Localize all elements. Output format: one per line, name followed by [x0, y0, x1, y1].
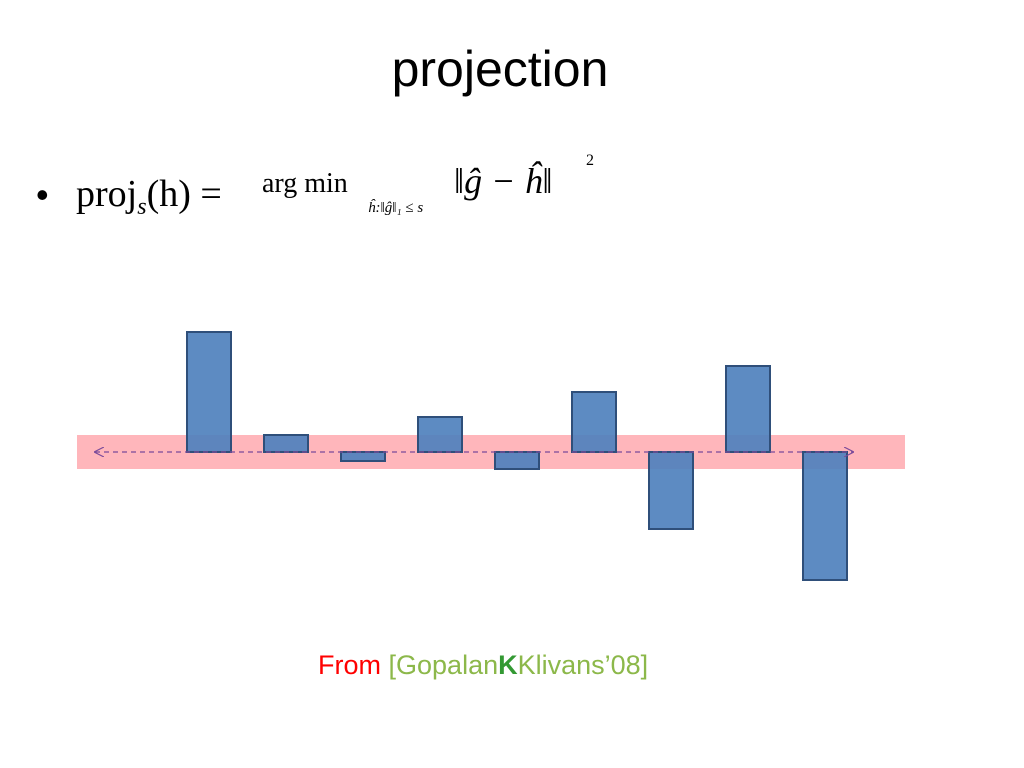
- formula-argmin: arg min: [262, 168, 348, 199]
- slide-title: projection: [391, 41, 609, 97]
- bullet-dot: •: [36, 174, 49, 215]
- bar-3: [340, 451, 386, 462]
- credit-reference: [GopalanKKlivans’08]: [389, 650, 649, 680]
- formula-norm-expr: ĝ − ĥ: [464, 161, 543, 201]
- credit-line: From [GopalanKKlivans’08]: [318, 650, 648, 681]
- formula-proj: proj: [76, 173, 138, 215]
- formula-subscript-s: s: [137, 194, 147, 220]
- bar-6: [571, 391, 617, 453]
- bar-7: [648, 451, 694, 530]
- formula-exponent: 2: [586, 152, 594, 169]
- formula-norm: ‖ĝ − ĥ‖: [454, 161, 553, 201]
- bar-1: [186, 331, 232, 453]
- credit-ref-open: [Gopalan: [388, 650, 499, 680]
- bar-4: [417, 416, 463, 453]
- formula-constraint: ĥ:‖ĝ‖₁ ≤ s: [368, 200, 424, 216]
- formula-arg: (h) =: [146, 173, 222, 215]
- formula-lhs: projs(h) =: [76, 172, 222, 221]
- bar-5: [494, 451, 540, 470]
- credit-from: From: [318, 650, 381, 680]
- formula-row: • projs(h) = arg min ĥ:‖ĝ‖₁ ≤ s ‖ĝ − ĥ‖ …: [36, 152, 736, 232]
- bar-2: [263, 434, 309, 453]
- credit-ref-close: Klivans’08]: [517, 650, 649, 680]
- bar-8: [725, 365, 771, 453]
- credit-ref-bold: K: [498, 650, 518, 680]
- bar-9: [802, 451, 848, 581]
